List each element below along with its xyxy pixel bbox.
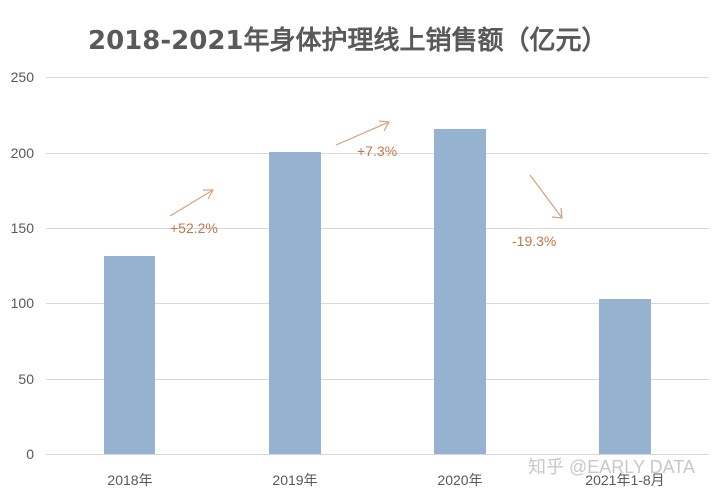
arrow-up-icon <box>169 189 215 217</box>
ytick-200: 200 <box>10 145 34 161</box>
xlabel-2021: 2021年1-8月 <box>585 472 665 488</box>
ytick-150: 150 <box>10 220 34 236</box>
bar-2020 <box>434 129 486 454</box>
xlabel-2019: 2019年 <box>272 472 318 488</box>
gridline-50 <box>46 379 709 380</box>
annotation-growth-2020: +7.3% <box>357 143 398 159</box>
ytick-0: 0 <box>26 446 34 462</box>
ytick-250: 250 <box>10 69 34 85</box>
xlabel-2018: 2018年 <box>107 472 153 488</box>
xlabel-2020: 2020年 <box>437 472 483 488</box>
ytick-100: 100 <box>10 295 34 311</box>
arrow-up-icon <box>335 120 390 146</box>
x-axis-line <box>46 454 709 455</box>
ytick-50: 50 <box>18 371 34 387</box>
gridline-200 <box>46 153 709 154</box>
annotation-growth-2021: -19.3% <box>512 233 557 249</box>
bar-2019 <box>269 152 321 454</box>
arrow-down-icon <box>529 174 563 219</box>
bar-2021 <box>599 299 651 454</box>
gridline-100 <box>46 303 709 304</box>
watermark: 知乎 @EARLY DATA <box>528 457 695 477</box>
chart-title: 2018-2021年身体护理线上销售额（亿元） <box>88 26 608 56</box>
gridline-250 <box>46 77 709 78</box>
annotation-growth-2019: +52.2% <box>170 220 218 236</box>
gridline-150 <box>46 228 709 229</box>
bar-2018 <box>104 256 155 454</box>
